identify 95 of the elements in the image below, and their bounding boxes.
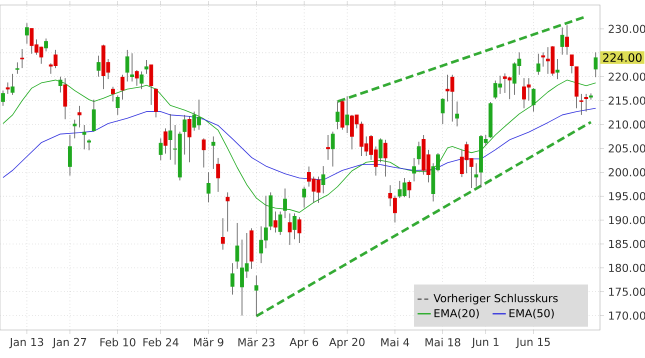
legend-label: EMA(20) bbox=[434, 308, 479, 319]
candlestick bbox=[111, 86, 115, 102]
candlestick bbox=[474, 162, 478, 188]
candlestick bbox=[336, 101, 340, 130]
candlestick bbox=[570, 54, 574, 74]
y-tick-label: 170.00 bbox=[609, 312, 645, 320]
candlestick bbox=[96, 55, 101, 78]
candlestick bbox=[130, 52, 134, 82]
candlestick bbox=[378, 138, 383, 163]
candlestick bbox=[149, 64, 154, 106]
x-tick-label: Mai 18 bbox=[426, 338, 460, 346]
candlestick bbox=[134, 70, 139, 86]
x-tick-label: Mär 9 bbox=[194, 338, 224, 346]
candlestick bbox=[565, 24, 569, 56]
candlestick bbox=[556, 58, 560, 80]
candlestick bbox=[182, 114, 187, 155]
y-tick-label: 230.00 bbox=[608, 24, 645, 34]
candlestick bbox=[584, 94, 588, 112]
x-tick-label: Jun 15 bbox=[516, 338, 550, 348]
x-tick-label: Jun 1 bbox=[471, 338, 499, 348]
candlestick bbox=[125, 50, 130, 82]
candlestick bbox=[412, 158, 416, 182]
y-tick-label: 190.00 bbox=[609, 216, 645, 224]
candlestick bbox=[72, 119, 77, 139]
candlestick bbox=[20, 48, 24, 68]
candlestick bbox=[187, 116, 192, 163]
x-tick-label: Feb 24 bbox=[143, 338, 178, 346]
candlestick bbox=[220, 218, 225, 250]
y-tick-label: 215.00 bbox=[608, 96, 645, 105]
y-tick-label: 200.00 bbox=[608, 168, 645, 176]
text: 224.00 bbox=[603, 53, 642, 62]
y-tick-label: 180.00 bbox=[609, 264, 645, 272]
candlestick bbox=[274, 211, 278, 233]
candlestick bbox=[68, 134, 72, 176]
candlestick bbox=[154, 88, 158, 118]
candlestick bbox=[1, 90, 5, 106]
candlestick bbox=[226, 192, 230, 232]
candlestick bbox=[211, 136, 216, 170]
candlestick bbox=[292, 212, 297, 240]
candlestick bbox=[87, 138, 91, 151]
candlestick bbox=[594, 52, 598, 78]
candlestick bbox=[144, 60, 148, 74]
y-tick-label: 210.00 bbox=[608, 120, 645, 129]
candlestick bbox=[44, 38, 48, 52]
x-tick-label: Jan 13 bbox=[9, 338, 44, 348]
y-tick-label: 185.00 bbox=[609, 240, 645, 248]
y-tick-label: 220.00 bbox=[608, 72, 645, 81]
candlestick bbox=[288, 212, 292, 246]
candlestick bbox=[560, 27, 564, 56]
candlestick bbox=[541, 52, 546, 68]
candlestick bbox=[330, 131, 335, 167]
candlestick bbox=[532, 88, 536, 112]
candlestick bbox=[326, 134, 330, 160]
x-tick-label: Mär 23 bbox=[238, 338, 274, 346]
candlestick bbox=[216, 158, 220, 192]
candlestick bbox=[235, 222, 240, 270]
candlestick bbox=[416, 141, 421, 166]
candlestick bbox=[579, 94, 584, 116]
candlestick bbox=[158, 138, 163, 161]
candlestick bbox=[82, 124, 86, 150]
candlestick bbox=[297, 216, 302, 244]
x-tick-label: Jan 27 bbox=[52, 338, 86, 348]
y-tick-label: 195.00 bbox=[609, 192, 645, 200]
candlestick bbox=[254, 275, 258, 316]
candlestick bbox=[6, 82, 10, 94]
candlestick bbox=[536, 53, 540, 76]
candlestick bbox=[116, 94, 120, 116]
candlestick bbox=[202, 138, 206, 168]
candlestick bbox=[92, 99, 96, 132]
annotation: Vorheriger Schlusskurs bbox=[434, 294, 558, 304]
candlestick bbox=[164, 128, 168, 154]
candlestick bbox=[78, 105, 82, 128]
candlestick bbox=[230, 262, 234, 296]
candlestick bbox=[24, 22, 29, 44]
x-tick-label: Mai 4 bbox=[381, 338, 410, 346]
candlestick bbox=[206, 172, 210, 203]
candlestick bbox=[278, 211, 282, 236]
candlestick bbox=[15, 62, 20, 74]
candlestick bbox=[63, 78, 68, 120]
legend-label: EMA(50) bbox=[510, 308, 554, 319]
candlestick bbox=[321, 166, 326, 194]
candlestick bbox=[407, 180, 412, 198]
candlestick bbox=[345, 96, 350, 134]
y-tick-label: 175.00 bbox=[609, 288, 645, 296]
candlestick bbox=[383, 139, 388, 177]
x-tick-label: Apr 6 bbox=[290, 338, 318, 348]
y-tick-label: 205.00 bbox=[608, 144, 645, 153]
candlestick bbox=[168, 114, 172, 160]
candlestick bbox=[10, 73, 15, 96]
x-tick-label: Apr 20 bbox=[329, 338, 365, 348]
candlestick bbox=[120, 74, 124, 100]
x-tick-label: Feb 10 bbox=[100, 338, 136, 346]
candlestick bbox=[440, 98, 445, 124]
candlestick bbox=[455, 101, 460, 127]
candlestick bbox=[302, 186, 306, 208]
